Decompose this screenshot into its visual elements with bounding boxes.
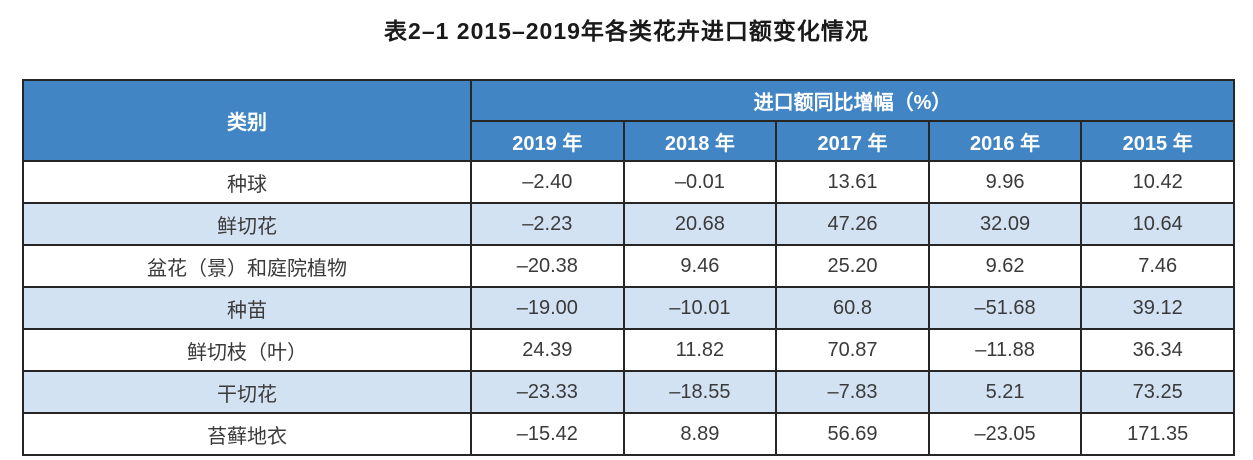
table-row: 干切花 –23.33 –18.55 –7.83 5.21 73.25	[22, 370, 1235, 414]
table-body: 种球 –2.40 –0.01 13.61 9.96 10.42 鲜切花 –2.2…	[22, 160, 1235, 456]
table-row: 鲜切枝（叶） 24.39 11.82 70.87 –11.88 36.34	[22, 328, 1235, 372]
value-cell: –51.68	[927, 286, 1083, 330]
value-cell: 7.46	[1080, 244, 1235, 288]
value-cell: 9.46	[622, 244, 778, 288]
value-cell: –23.33	[470, 370, 625, 414]
import-growth-table: 类别 进口额同比增幅（%） 2019 年 2018 年 2017 年 2016 …	[22, 79, 1235, 456]
value-cell: 47.26	[775, 202, 930, 246]
value-cell: 56.69	[775, 412, 930, 456]
table-row: 种球 –2.40 –0.01 13.61 9.96 10.42	[22, 160, 1235, 204]
value-cell: 9.62	[927, 244, 1083, 288]
group-header-cell: 进口额同比增幅（%）	[470, 79, 1235, 122]
value-cell: 73.25	[1080, 370, 1235, 414]
year-header-cell-2018: 2018 年	[622, 120, 778, 162]
value-cell: 13.61	[775, 160, 930, 204]
table-row: 盆花（景）和庭院植物 –20.38 9.46 25.20 9.62 7.46	[22, 244, 1235, 288]
year-header-cell-2015: 2015 年	[1080, 120, 1235, 162]
value-cell: 5.21	[927, 370, 1083, 414]
value-cell: 10.64	[1080, 202, 1235, 246]
table-header: 类别 进口额同比增幅（%） 2019 年 2018 年 2017 年 2016 …	[22, 79, 1235, 162]
value-cell: 32.09	[927, 202, 1083, 246]
category-cell: 盆花（景）和庭院植物	[22, 244, 472, 288]
value-cell: 171.35	[1080, 412, 1235, 456]
value-cell: 20.68	[622, 202, 778, 246]
year-header-cell-2019: 2019 年	[470, 120, 625, 162]
value-cell: 24.39	[470, 328, 625, 372]
value-cell: 10.42	[1080, 160, 1235, 204]
value-cell: –23.05	[927, 412, 1083, 456]
value-cell: –0.01	[622, 160, 778, 204]
value-cell: 36.34	[1080, 328, 1235, 372]
value-cell: 39.12	[1080, 286, 1235, 330]
table-row: 鲜切花 –2.23 20.68 47.26 32.09 10.64	[22, 202, 1235, 246]
value-cell: 70.87	[775, 328, 930, 372]
year-header-cell-2017: 2017 年	[775, 120, 930, 162]
value-cell: –15.42	[470, 412, 625, 456]
table-row: 种苗 –19.00 –10.01 60.8 –51.68 39.12	[22, 286, 1235, 330]
category-cell: 干切花	[22, 370, 472, 414]
value-cell: –7.83	[775, 370, 930, 414]
header-row-years: 2019 年 2018 年 2017 年 2016 年 2015 年	[23, 120, 1235, 162]
category-cell: 种苗	[22, 286, 472, 330]
value-cell: 8.89	[622, 412, 778, 456]
value-cell: 25.20	[775, 244, 930, 288]
category-cell: 种球	[22, 160, 472, 204]
value-cell: –19.00	[470, 286, 625, 330]
value-cell: –18.55	[622, 370, 778, 414]
value-cell: –20.38	[470, 244, 625, 288]
category-header-cell: 类别	[22, 79, 472, 162]
table-caption: 表2–1 2015–2019年各类花卉进口额变化情况	[384, 18, 869, 44]
value-cell: 9.96	[927, 160, 1083, 204]
value-cell: –2.40	[470, 160, 625, 204]
category-cell: 苔藓地衣	[22, 412, 472, 456]
value-cell: 60.8	[775, 286, 930, 330]
value-cell: –11.88	[927, 328, 1083, 372]
value-cell: –2.23	[470, 202, 625, 246]
header-row-group: 类别 进口额同比增幅（%）	[22, 79, 1235, 162]
category-cell: 鲜切花	[22, 202, 472, 246]
value-cell: 11.82	[622, 328, 778, 372]
table-row: 苔藓地衣 –15.42 8.89 56.69 –23.05 171.35	[22, 412, 1235, 456]
value-cell: –10.01	[622, 286, 778, 330]
year-header-cell-2016: 2016 年	[927, 120, 1083, 162]
category-cell: 鲜切枝（叶）	[22, 328, 472, 372]
